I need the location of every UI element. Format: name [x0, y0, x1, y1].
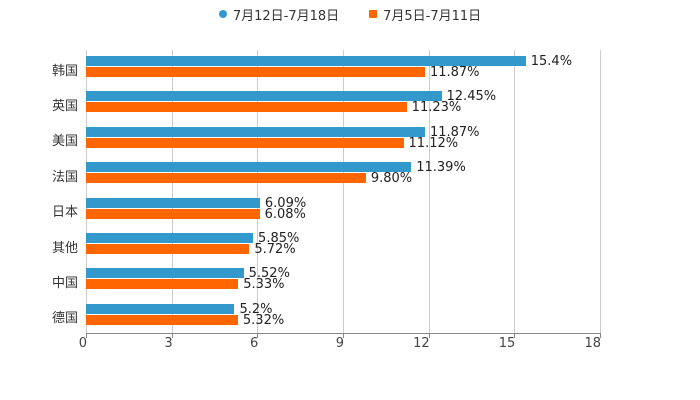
gridline	[343, 50, 344, 333]
gridline	[257, 50, 259, 333]
x-tick	[600, 333, 601, 338]
bar-value-label: 11.87%	[429, 124, 480, 140]
square-marker-icon	[369, 10, 378, 18]
legend-item[interactable]: 7月5日-7月11日	[369, 4, 481, 24]
x-tick-label: 12	[413, 336, 430, 351]
y-axis-line	[86, 50, 87, 333]
bar-previous-week[interactable]	[86, 173, 366, 184]
bar-value-label: 5.2%	[239, 301, 273, 317]
y-category-label: 中国	[51, 275, 78, 291]
bar-value-label: 5.52%	[248, 266, 290, 282]
x-tick	[514, 333, 516, 338]
y-category-label: 法国	[51, 169, 78, 185]
bar-value-label: 11.87%	[429, 65, 480, 80]
bar-value-label: 5.32%	[242, 312, 285, 328]
y-category-label: 韩国	[51, 63, 78, 79]
x-tick	[86, 333, 87, 338]
bar-previous-week[interactable]	[86, 137, 404, 148]
bar-value-label: 11.12%	[408, 135, 459, 151]
y-category-label: 英国	[51, 99, 78, 115]
bar-current-week[interactable]	[86, 56, 526, 66]
x-tick-label: 18	[584, 336, 601, 351]
y-category-label: 其他	[51, 240, 78, 256]
bar-current-week[interactable]	[86, 232, 254, 243]
y-category-label: 美国	[51, 134, 78, 150]
x-tick-label: 3	[164, 336, 173, 351]
x-tick-label: 9	[335, 336, 344, 351]
x-tick-label: 6	[250, 336, 259, 351]
circle-marker-icon	[218, 10, 227, 18]
bar-current-week[interactable]	[86, 91, 442, 102]
bar-value-label: 9.80%	[370, 171, 413, 187]
bar-current-week[interactable]	[86, 162, 412, 173]
x-tick	[171, 333, 173, 338]
bar-previous-week[interactable]	[86, 208, 260, 219]
x-tick	[343, 333, 344, 338]
bar-value-label: 5.72%	[254, 241, 296, 257]
x-tick-label: 0	[78, 336, 87, 351]
bar-value-label: 6.09%	[264, 195, 307, 211]
bar-value-label: 11.23%	[411, 100, 462, 116]
bar-value-label: 5.33%	[243, 277, 285, 293]
bar-current-week[interactable]	[86, 268, 244, 279]
bar-value-label: 12.45%	[446, 89, 497, 105]
gridline	[171, 50, 173, 333]
bar-previous-week[interactable]	[86, 279, 239, 290]
legend-item[interactable]: 7月12日-7月18日	[218, 4, 340, 24]
bar-value-label: 11.39%	[416, 160, 466, 176]
bar-current-week[interactable]	[86, 303, 235, 314]
plot-area: 15.4% 11.87% 12.45% 11.23% 11.87% 11.12% 11.39…	[86, 50, 601, 333]
x-tick	[428, 333, 430, 338]
y-category-label: 德国	[51, 311, 78, 327]
chart-legend: 7月12日-7月18日 7月5日-7月11日	[0, 4, 700, 24]
bar-previous-week[interactable]	[86, 314, 238, 325]
bar-current-week[interactable]	[86, 126, 425, 137]
gridline	[600, 50, 601, 333]
bar-value-label: 5.85%	[258, 230, 300, 246]
bar-current-week[interactable]	[86, 197, 260, 208]
gridline	[514, 50, 516, 333]
bar-value-label: 15.4%	[530, 54, 573, 69]
bar-previous-week[interactable]	[86, 102, 407, 113]
legend-label: 7月12日-7月18日	[232, 8, 340, 24]
bar-previous-week[interactable]	[86, 243, 250, 254]
x-tick	[257, 333, 259, 338]
legend-label: 7月5日-7月11日	[383, 8, 482, 24]
x-tick-label: 15	[498, 336, 516, 351]
bar-previous-week[interactable]	[86, 67, 425, 77]
gridline	[428, 50, 430, 333]
y-category-label: 日本	[51, 205, 78, 221]
bar-value-label: 6.08%	[264, 206, 306, 222]
